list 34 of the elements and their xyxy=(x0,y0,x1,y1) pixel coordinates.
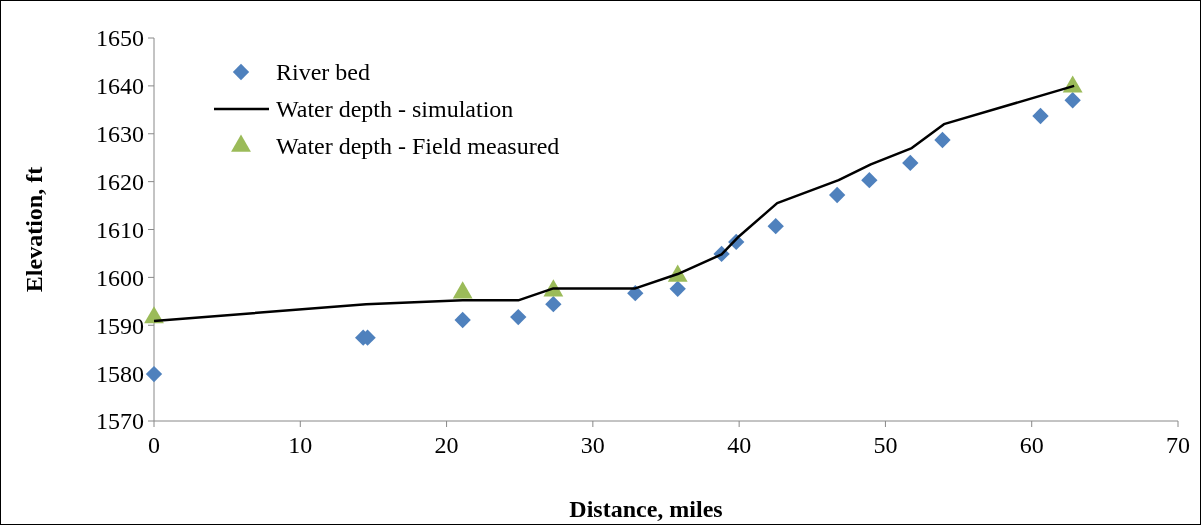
point xyxy=(545,296,562,313)
point xyxy=(934,131,951,149)
point xyxy=(861,172,878,189)
legend-label: River bed xyxy=(276,59,370,86)
x-tick-label: 0 xyxy=(148,432,160,458)
point xyxy=(454,311,471,329)
point xyxy=(145,365,163,383)
y-tick-label: 1650 xyxy=(96,25,144,52)
point xyxy=(902,154,919,172)
y-tick-label: 1590 xyxy=(96,312,144,339)
point xyxy=(828,186,846,204)
point xyxy=(1064,92,1081,109)
x-tick-label: 60 xyxy=(1019,432,1044,458)
point xyxy=(669,280,686,298)
y-tick-label: 1630 xyxy=(96,121,144,148)
point xyxy=(1032,107,1049,125)
x-tick-label: 70 xyxy=(1166,432,1190,458)
x-tick-label: 10 xyxy=(288,432,313,458)
y-tick-label: 1620 xyxy=(96,169,144,196)
y-tick-label: 1640 xyxy=(96,73,144,100)
x-axis-title: Distance, miles xyxy=(569,496,723,522)
x-tick-label: 40 xyxy=(727,432,752,458)
x-tick-label: 30 xyxy=(580,432,605,458)
y-tick-label: 1600 xyxy=(96,264,144,291)
x-tick-label: 20 xyxy=(434,432,459,458)
legend-label: Water depth - Field measured xyxy=(276,133,560,160)
y-tick-label: 1580 xyxy=(96,360,144,387)
y-tick-label: 1570 xyxy=(96,408,144,435)
x-tick-label: 50 xyxy=(873,432,898,458)
legend-label: Water depth - simulation xyxy=(276,96,514,123)
y-tick-label: 1610 xyxy=(96,216,144,243)
point xyxy=(510,308,527,326)
y-axis-title: Elevation, ft xyxy=(21,166,47,293)
point xyxy=(767,217,784,235)
